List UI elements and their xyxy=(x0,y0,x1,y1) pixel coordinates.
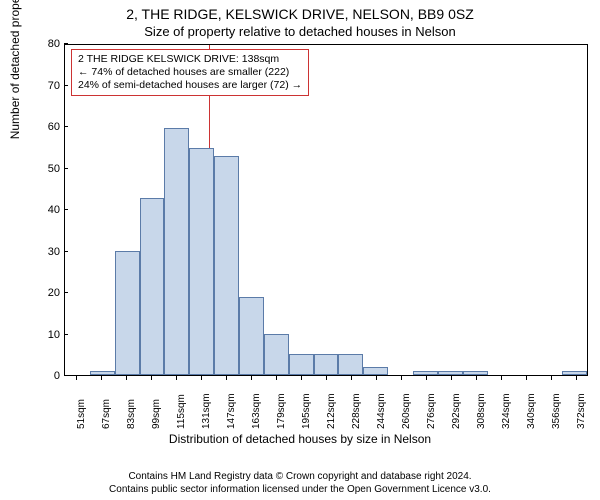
x-tick-label: 324sqm xyxy=(501,393,512,429)
annotation-line2: ← 74% of detached houses are smaller (22… xyxy=(78,66,302,79)
x-tick-label: 67sqm xyxy=(101,399,112,429)
x-tick-label: 51sqm xyxy=(76,399,87,429)
x-tick-label: 115sqm xyxy=(176,394,187,429)
y-tick-label: 40 xyxy=(48,204,60,216)
x-tick-label: 340sqm xyxy=(526,393,537,429)
y-tick-label: 80 xyxy=(48,38,60,50)
histogram-bar xyxy=(189,148,214,375)
x-tick-label: 147sqm xyxy=(226,393,237,429)
copyright-line1: Contains HM Land Registry data © Crown c… xyxy=(0,470,600,483)
x-tick-mark xyxy=(151,376,152,380)
x-tick-label: 179sqm xyxy=(276,393,287,429)
histogram-chart: 2 THE RIDGE KELSWICK DRIVE: 138sqm ← 74%… xyxy=(64,44,588,376)
x-tick-mark xyxy=(276,376,277,380)
x-tick-label: 260sqm xyxy=(401,393,412,429)
y-axis-label: Number of detached properties xyxy=(8,0,22,139)
x-tick-label: 356sqm xyxy=(551,393,562,429)
x-tick-mark xyxy=(501,376,502,380)
x-tick-label: 244sqm xyxy=(376,393,387,429)
histogram-bar xyxy=(164,128,189,376)
x-tick-mark xyxy=(401,376,402,380)
x-tick-mark xyxy=(576,376,577,380)
copyright-block: Contains HM Land Registry data © Crown c… xyxy=(0,470,600,496)
histogram-bar xyxy=(338,354,363,375)
x-tick-mark xyxy=(76,376,77,380)
y-tick-label: 0 xyxy=(54,370,60,382)
histogram-bar xyxy=(239,297,264,375)
x-tick-mark xyxy=(476,376,477,380)
x-axis-label: Distribution of detached houses by size … xyxy=(0,432,600,446)
x-tick-label: 163sqm xyxy=(251,393,262,429)
histogram-bar xyxy=(90,371,115,375)
x-tick-mark xyxy=(526,376,527,380)
chart-title-line1: 2, THE RIDGE, KELSWICK DRIVE, NELSON, BB… xyxy=(0,6,600,22)
x-tick-label: 212sqm xyxy=(326,393,337,429)
x-tick-mark xyxy=(226,376,227,380)
y-tick-label: 60 xyxy=(48,121,60,133)
x-tick-label: 83sqm xyxy=(126,399,137,429)
title-block: 2, THE RIDGE, KELSWICK DRIVE, NELSON, BB… xyxy=(0,0,600,39)
annotation-line1: 2 THE RIDGE KELSWICK DRIVE: 138sqm xyxy=(78,53,302,66)
histogram-bar xyxy=(214,156,239,375)
y-tick-label: 70 xyxy=(48,80,60,92)
histogram-bar xyxy=(140,198,165,375)
x-tick-mark xyxy=(376,376,377,380)
x-tick-mark xyxy=(426,376,427,380)
histogram-bar xyxy=(115,251,140,375)
x-tick-label: 131sqm xyxy=(201,393,212,429)
x-tick-label: 372sqm xyxy=(576,393,587,429)
histogram-bar xyxy=(289,354,314,375)
y-axis: 01020304050607080 xyxy=(30,44,64,376)
chart-title-line2: Size of property relative to detached ho… xyxy=(0,24,600,39)
histogram-bar xyxy=(463,371,488,375)
x-tick-mark xyxy=(201,376,202,380)
copyright-line2: Contains public sector information licen… xyxy=(0,483,600,496)
histogram-bar xyxy=(264,334,289,375)
x-tick-mark xyxy=(551,376,552,380)
x-tick-mark xyxy=(101,376,102,380)
plot-area: Number of detached properties 0102030405… xyxy=(30,44,588,400)
x-axis: 51sqm67sqm83sqm99sqm115sqm131sqm147sqm16… xyxy=(64,376,588,400)
annotation-line3: 24% of semi-detached houses are larger (… xyxy=(78,79,302,92)
x-tick-mark xyxy=(176,376,177,380)
x-tick-mark xyxy=(451,376,452,380)
y-tick-label: 50 xyxy=(48,163,60,175)
histogram-bar xyxy=(438,371,463,375)
x-tick-label: 292sqm xyxy=(451,393,462,429)
y-tick-label: 30 xyxy=(48,246,60,258)
histogram-bar xyxy=(562,371,587,375)
x-tick-label: 276sqm xyxy=(426,393,437,429)
x-tick-label: 308sqm xyxy=(476,393,487,429)
x-tick-mark xyxy=(251,376,252,380)
histogram-bar xyxy=(363,367,388,375)
x-tick-label: 228sqm xyxy=(351,393,362,429)
x-tick-label: 195sqm xyxy=(301,393,312,429)
histogram-bar xyxy=(314,354,339,375)
x-tick-mark xyxy=(326,376,327,380)
x-tick-mark xyxy=(301,376,302,380)
x-tick-mark xyxy=(126,376,127,380)
y-tick-label: 20 xyxy=(48,287,60,299)
x-tick-label: 99sqm xyxy=(151,399,162,429)
x-tick-mark xyxy=(351,376,352,380)
y-tick-label: 10 xyxy=(48,329,60,341)
histogram-bar xyxy=(413,371,438,375)
annotation-box: 2 THE RIDGE KELSWICK DRIVE: 138sqm ← 74%… xyxy=(71,49,309,96)
